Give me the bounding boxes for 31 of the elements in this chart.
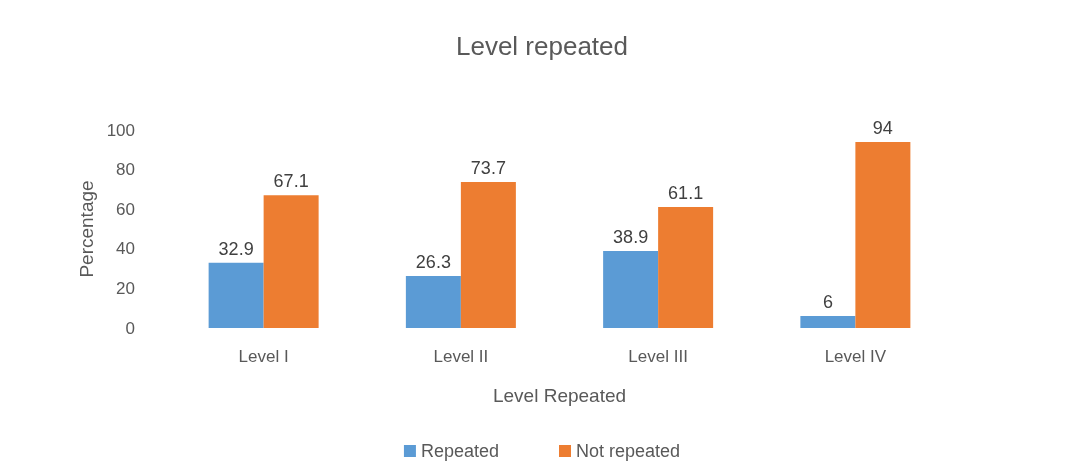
bar: [603, 250, 659, 328]
x-tick-label: Level III: [628, 347, 688, 366]
y-tick-label: 20: [116, 278, 135, 298]
data-label: 67.1: [273, 171, 309, 192]
legend-label: Not repeated: [576, 441, 681, 461]
data-label: 38.9: [613, 226, 649, 247]
y-tick-label: 60: [116, 199, 135, 219]
data-label: 32.9: [218, 238, 254, 259]
y-tick-label: 40: [116, 239, 135, 259]
bar: [208, 262, 264, 328]
x-axis-title: Level Repeated: [492, 385, 627, 406]
x-tick-label: Level II: [433, 347, 489, 366]
y-tick-label: 100: [106, 120, 135, 140]
data-label: 26.3: [415, 251, 451, 272]
chart-title: Level repeated: [455, 31, 629, 61]
data-label: 73.7: [470, 158, 506, 179]
bar: [263, 195, 319, 328]
y-axis-title: Percentage: [75, 180, 97, 278]
bar: [800, 316, 856, 328]
data-label: 6: [822, 292, 833, 313]
bar: [855, 141, 911, 328]
y-tick-label: 0: [125, 318, 135, 338]
legend-label: Repeated: [420, 441, 500, 461]
x-tick-label: Level IV: [824, 347, 887, 366]
x-tick-label: Level I: [238, 347, 289, 366]
y-tick-label: 80: [116, 160, 135, 180]
bar: [405, 275, 461, 328]
bar: [658, 207, 714, 328]
data-label: 61.1: [668, 183, 704, 204]
data-label: 94: [872, 117, 893, 138]
bar: [460, 182, 516, 328]
